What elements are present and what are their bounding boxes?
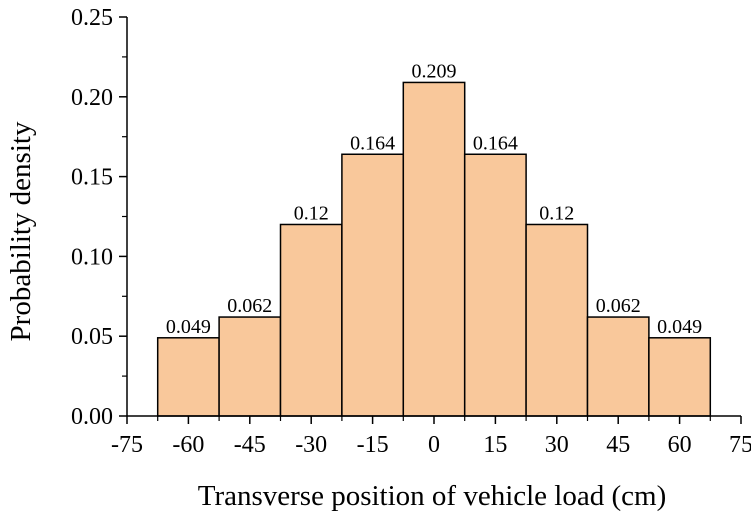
bar-7 xyxy=(586,316,650,417)
data-label-8: 0.049 xyxy=(657,316,702,338)
data-label-5: 0.164 xyxy=(473,132,518,154)
bar-3 xyxy=(341,153,405,417)
data-label-7: 0.062 xyxy=(596,295,641,317)
bar-6 xyxy=(525,223,589,417)
x-tick-label-10: 75 xyxy=(729,432,751,458)
x-tick-label-6: 15 xyxy=(483,432,507,458)
bar-0 xyxy=(156,337,220,417)
bars-group xyxy=(156,81,712,417)
x-tick-label-1: -60 xyxy=(172,432,204,458)
x-tick-label-2: -45 xyxy=(234,432,266,458)
data-labels-group: 0.049 0.062 0.12 0.164 0.209 0.164 0.12 0.062 0.… xyxy=(166,60,702,337)
data-label-3: 0.164 xyxy=(350,132,395,154)
x-tick-label-0: -75 xyxy=(111,432,143,458)
y-tick-label-5: 0.25 xyxy=(71,5,113,31)
bar-1 xyxy=(218,316,282,417)
y-tick-label-3: 0.15 xyxy=(71,165,113,191)
x-tick-label-4: -15 xyxy=(357,432,389,458)
y-tick-label-1: 0.05 xyxy=(71,324,113,350)
bar-2 xyxy=(279,223,343,417)
x-tick-label-5: 0 xyxy=(428,432,440,458)
bar-4 xyxy=(402,81,466,417)
data-label-4: 0.209 xyxy=(412,60,457,82)
data-label-6: 0.12 xyxy=(539,202,574,224)
x-tick-label-8: 45 xyxy=(606,432,630,458)
data-label-1: 0.062 xyxy=(227,295,272,317)
bar-8 xyxy=(648,337,712,417)
data-label-2: 0.12 xyxy=(294,202,329,224)
data-label-0: 0.049 xyxy=(166,316,211,338)
y-tick-label-4: 0.20 xyxy=(71,85,113,111)
x-tick-label-9: 60 xyxy=(668,432,692,458)
x-ticks-group: -75 -60 -45 -30 -15 0 15 30 45 60 75 xyxy=(111,416,751,458)
y-tick-label-0: 0.00 xyxy=(71,404,113,430)
x-tick-label-3: -30 xyxy=(295,432,327,458)
y-tick-label-2: 0.10 xyxy=(71,244,113,270)
y-axis-title: Probability density xyxy=(5,121,37,341)
bar-5 xyxy=(463,153,527,417)
x-tick-label-7: 30 xyxy=(545,432,569,458)
x-axis-title: Transverse position of vehicle load (cm) xyxy=(198,480,666,512)
y-ticks-group: 0.00 0.05 0.10 0.15 0.20 0.25 xyxy=(71,5,127,430)
